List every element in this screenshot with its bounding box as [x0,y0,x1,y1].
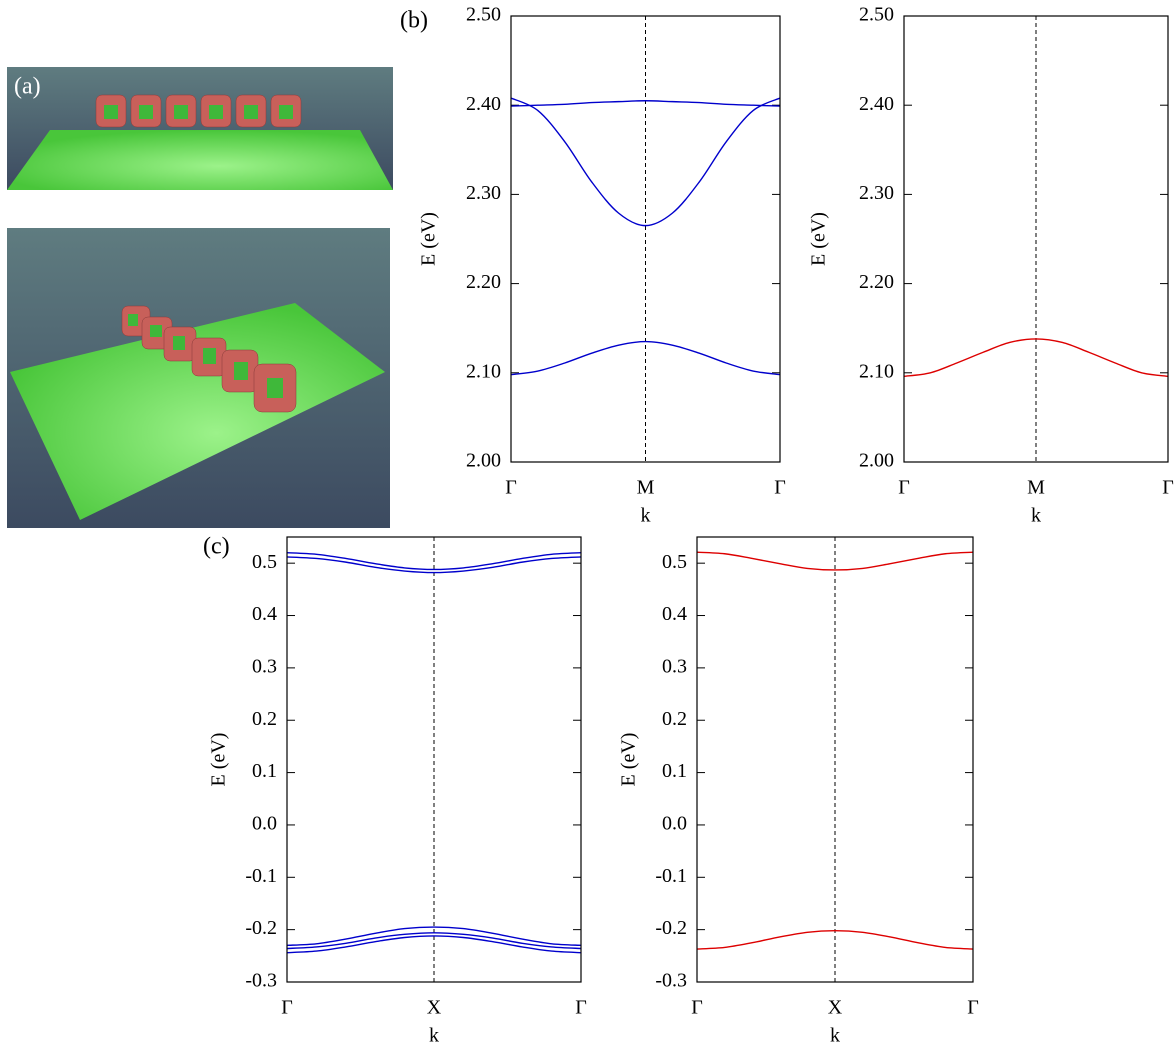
y-tick-label: 0.0 [662,813,687,835]
y-tick-label: -0.3 [655,970,687,992]
x-tick-label: Γ [505,477,517,499]
band-line [510,100,781,107]
y-axis-label: E (eV) [418,212,440,266]
x-tick-label: X [828,997,843,1019]
y-axis-label: E (eV) [618,733,640,787]
band-line [510,97,781,227]
y-tick-label: 0.4 [662,603,687,625]
x-tick-label: Γ [575,997,587,1019]
x-tick-label: Γ [1162,477,1174,499]
band-line [286,935,582,954]
y-tick-label: 0.1 [662,760,687,782]
x-tick-label: M [637,477,655,499]
y-tick-label: 2.40 [466,93,501,115]
y-tick-label: 0.2 [662,708,687,730]
plot-frame [510,15,781,463]
y-tick-label: -0.1 [655,865,687,887]
x-axis-label: k [1031,505,1041,527]
y-tick-label: 0.4 [252,603,277,625]
panel-label: (b) [400,8,428,34]
x-tick-label: Γ [691,997,703,1019]
x-tick-label: Γ [774,477,786,499]
y-tick-label: 2.30 [466,182,501,204]
y-tick-label: 2.40 [859,93,894,115]
x-tick-label: Γ [898,477,910,499]
y-tick-label: -0.2 [245,917,277,939]
band-line [286,552,582,571]
band-line [696,929,974,950]
y-tick-label: 2.50 [466,4,501,26]
y-tick-label: 2.20 [859,271,894,293]
render-top [7,67,393,190]
y-tick-label: 2.10 [859,360,894,382]
x-tick-label: M [1027,477,1045,499]
plot-frame [696,536,974,983]
y-tick-label: 2.10 [466,360,501,382]
y-tick-label: 2.30 [859,182,894,204]
y-tick-label: 0.5 [252,551,277,573]
plot-frame [903,15,1169,463]
y-tick-label: -0.3 [245,970,277,992]
plot-frame [286,536,582,983]
y-tick-label: 2.00 [859,450,894,472]
band-line [286,556,582,574]
y-tick-label: 0.5 [662,551,687,573]
x-tick-label: X [427,997,442,1019]
y-tick-label: 2.20 [466,271,501,293]
y-tick-label: 2.00 [466,450,501,472]
y-tick-label: 0.0 [252,813,277,835]
y-tick-label: -0.1 [245,865,277,887]
y-tick-label: 0.3 [662,655,687,677]
band-line [286,932,582,950]
render-bottom [7,228,390,528]
y-tick-label: 0.2 [252,708,277,730]
x-tick-label: Γ [967,997,979,1019]
band-line [286,926,582,947]
x-axis-label: k [830,1025,840,1047]
y-tick-label: 0.1 [252,760,277,782]
band-line [510,340,781,376]
y-axis-label: E (eV) [808,212,830,266]
x-axis-label: k [641,505,651,527]
panel-label: (a) [14,74,41,100]
x-axis-label: k [429,1025,439,1047]
panel-label: (c) [203,534,230,560]
y-tick-label: 2.50 [859,4,894,26]
band-line [903,338,1169,378]
band-line [696,551,974,571]
y-tick-label: -0.2 [655,917,687,939]
x-tick-label: Γ [281,997,293,1019]
y-tick-label: 0.3 [252,655,277,677]
y-axis-label: E (eV) [208,733,230,787]
